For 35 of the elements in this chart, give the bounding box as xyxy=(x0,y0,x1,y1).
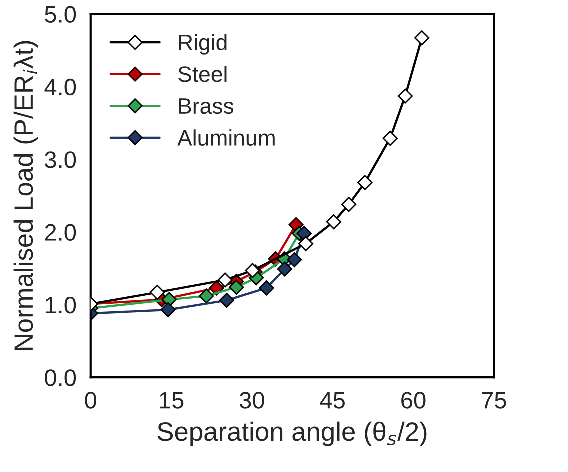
y-tick-label: 3.0 xyxy=(45,152,76,168)
point xyxy=(259,280,274,296)
point xyxy=(277,262,293,277)
x-tick-label: 60 xyxy=(402,392,426,409)
x-tick-label: 45 xyxy=(320,392,345,409)
y-tick-label: 4.0 xyxy=(44,78,76,96)
legend-label: Brass xyxy=(179,98,234,114)
x-tick-label: 0 xyxy=(85,392,97,409)
point xyxy=(341,197,357,212)
x-tick-label: 15 xyxy=(160,392,184,409)
point xyxy=(160,302,176,318)
point xyxy=(198,288,214,304)
y-tick-label: 0.0 xyxy=(45,370,76,386)
y-tick-label: 5.0 xyxy=(45,6,76,23)
point xyxy=(298,236,314,252)
point xyxy=(382,130,398,146)
legend-label: Steel xyxy=(178,66,227,82)
point xyxy=(219,292,234,308)
x-axis-title: Separation angle (θ$_{s}$/2) xyxy=(158,422,427,446)
point xyxy=(150,284,166,300)
point xyxy=(358,175,373,190)
legend-label: Aluminum xyxy=(178,130,275,146)
point xyxy=(245,263,260,278)
point xyxy=(414,30,430,46)
x-tick-label: 75 xyxy=(482,392,506,409)
legend-label: Rigid xyxy=(179,34,227,55)
y-tick-label: 2.0 xyxy=(45,224,76,242)
point xyxy=(218,272,233,288)
point xyxy=(229,280,244,296)
y-axis-title: Normalised Load (P/ER$_{i}$λt) xyxy=(14,41,38,350)
y-tick-label: 1.0 xyxy=(46,296,76,314)
point xyxy=(326,214,342,230)
x-tick-label: 30 xyxy=(240,392,264,409)
point xyxy=(287,252,302,268)
point xyxy=(398,88,414,104)
